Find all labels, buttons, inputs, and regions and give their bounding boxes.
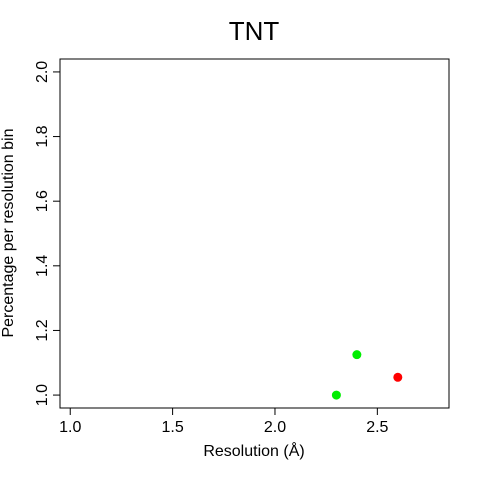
data-point — [352, 350, 362, 360]
y-tick-label: 1.4 — [34, 255, 51, 277]
x-tick-label: 1.5 — [161, 419, 183, 436]
y-axis: 1.0 1.2 1.4 1.6 1.8 2.0 — [34, 61, 61, 406]
x-tick-label: 2.5 — [366, 419, 388, 436]
x-tick-label: 1.0 — [59, 419, 81, 436]
data-point — [331, 390, 341, 400]
x-axis: 1.0 1.5 2.0 2.5 — [59, 407, 389, 436]
y-tick-label: 1.2 — [34, 319, 51, 341]
data-points — [331, 350, 403, 400]
chart-title: TNT — [229, 16, 280, 46]
y-tick-label: 1.0 — [34, 384, 51, 406]
y-tick-label: 1.8 — [34, 125, 51, 147]
plot-frame — [59, 58, 450, 409]
y-tick-label: 1.6 — [34, 190, 51, 212]
x-axis-label: Resolution (Å) — [203, 441, 304, 460]
x-tick-label: 2.0 — [264, 419, 286, 436]
y-tick-label: 2.0 — [34, 61, 51, 83]
data-point — [393, 372, 403, 382]
y-axis-label: Percentage per resolution bin — [0, 128, 17, 337]
